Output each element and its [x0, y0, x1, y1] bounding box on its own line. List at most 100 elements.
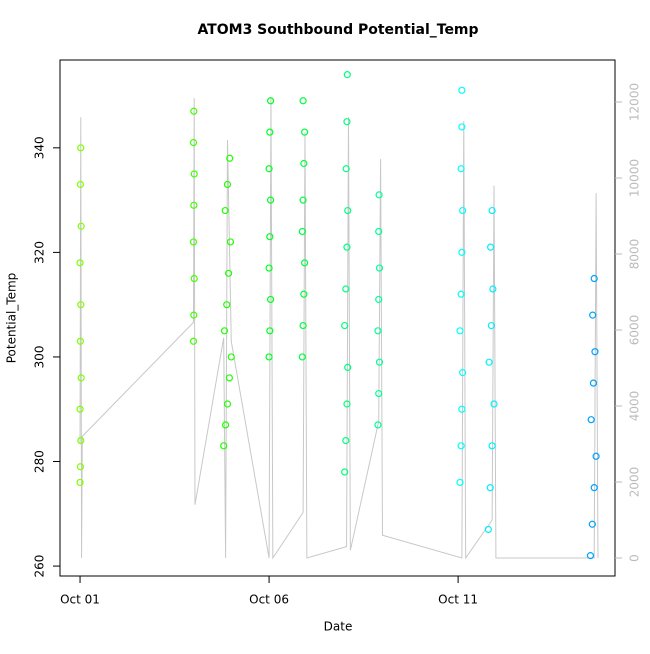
point	[221, 206, 229, 215]
point	[266, 327, 274, 335]
point	[590, 484, 598, 492]
point	[375, 264, 384, 272]
chart-title: ATOM3 Southbound Potential_Temp	[197, 22, 478, 38]
point	[375, 227, 383, 236]
point	[77, 374, 85, 382]
point	[487, 321, 495, 330]
point	[587, 416, 595, 424]
point	[226, 238, 235, 246]
y-tick-label: 260	[33, 555, 47, 578]
point	[341, 321, 349, 330]
y2-tick-label: 0	[628, 554, 642, 562]
point	[298, 227, 306, 236]
point	[342, 436, 350, 445]
point	[266, 128, 274, 136]
point	[300, 159, 308, 168]
y2-tick-label: 8000	[628, 239, 642, 270]
point	[190, 107, 198, 115]
x-tick-label: Oct 06	[249, 593, 289, 607]
point	[265, 264, 273, 272]
point	[220, 442, 228, 450]
point	[77, 436, 85, 445]
point	[458, 248, 466, 256]
point	[190, 311, 198, 319]
point	[266, 196, 275, 204]
point	[190, 274, 198, 283]
point	[223, 301, 231, 309]
point	[375, 191, 383, 199]
point	[589, 379, 598, 387]
x-axis-label: Date	[324, 620, 353, 634]
point	[375, 295, 383, 304]
point	[342, 285, 350, 293]
point	[298, 353, 306, 361]
point	[299, 196, 307, 204]
point	[300, 290, 308, 298]
altitude-line	[79, 98, 599, 560]
point	[76, 337, 85, 345]
point	[301, 128, 309, 136]
point	[299, 97, 307, 105]
point	[344, 206, 352, 215]
y2-tick-label: 10000	[628, 159, 642, 197]
point	[343, 118, 351, 126]
point	[227, 353, 235, 361]
point	[374, 421, 382, 429]
y2-tick-label: 2000	[628, 467, 642, 498]
point	[76, 405, 84, 413]
point	[189, 139, 198, 147]
point	[374, 327, 382, 335]
point	[343, 243, 351, 251]
point	[342, 165, 350, 173]
point	[457, 442, 465, 450]
point	[220, 327, 229, 335]
point	[190, 170, 198, 178]
point	[301, 259, 309, 267]
y2-tick-label: 12000	[628, 83, 642, 121]
y-tick-label: 340	[33, 136, 47, 159]
point	[76, 463, 85, 471]
point	[588, 520, 596, 528]
y-tick-label: 320	[33, 241, 47, 264]
point	[223, 400, 232, 408]
point	[299, 321, 307, 330]
point	[266, 295, 275, 304]
point	[226, 154, 234, 162]
point	[459, 206, 467, 215]
point	[265, 353, 273, 361]
point	[265, 165, 273, 173]
point	[485, 358, 493, 366]
point	[487, 243, 495, 251]
y-tick-label: 300	[33, 345, 47, 368]
point	[343, 71, 351, 79]
point	[489, 285, 497, 293]
point	[76, 478, 84, 487]
point	[458, 86, 466, 94]
point	[484, 525, 492, 534]
point	[375, 389, 383, 398]
point	[189, 337, 198, 345]
point	[458, 405, 466, 413]
point	[488, 206, 496, 215]
point	[486, 484, 494, 492]
point	[77, 144, 85, 152]
point	[490, 400, 498, 408]
point	[457, 290, 465, 298]
y2-tick-label: 6000	[628, 315, 642, 346]
point	[225, 374, 233, 382]
point	[266, 233, 274, 241]
point	[458, 123, 466, 131]
point	[592, 452, 600, 460]
point	[343, 400, 351, 408]
point	[76, 180, 85, 189]
x-tick-label: Oct 01	[60, 593, 100, 607]
point	[586, 552, 595, 560]
y-tick-label: 280	[33, 450, 47, 473]
x-tick-label: Oct 11	[438, 593, 478, 607]
point	[341, 468, 349, 476]
point	[456, 327, 464, 335]
point	[456, 478, 464, 487]
point	[457, 165, 465, 173]
point	[77, 301, 85, 309]
